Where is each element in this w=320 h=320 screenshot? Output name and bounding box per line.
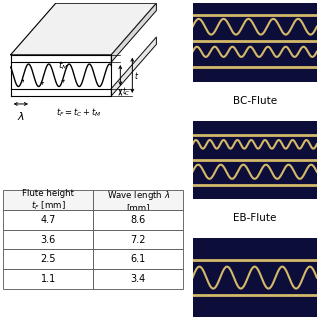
Text: EB-Flute: EB-Flute — [233, 213, 276, 223]
Text: $t$: $t$ — [134, 70, 139, 81]
Polygon shape — [111, 37, 156, 96]
Polygon shape — [11, 3, 156, 55]
Polygon shape — [111, 3, 156, 62]
Text: $t_M$: $t_M$ — [58, 60, 69, 72]
Text: $\lambda$: $\lambda$ — [17, 110, 25, 122]
Polygon shape — [11, 89, 111, 96]
Text: $t_F = t_C + t_M$: $t_F = t_C + t_M$ — [56, 106, 101, 119]
Polygon shape — [11, 55, 111, 62]
Text: $t_C$: $t_C$ — [122, 86, 131, 99]
Text: BC-Flute: BC-Flute — [233, 96, 277, 106]
